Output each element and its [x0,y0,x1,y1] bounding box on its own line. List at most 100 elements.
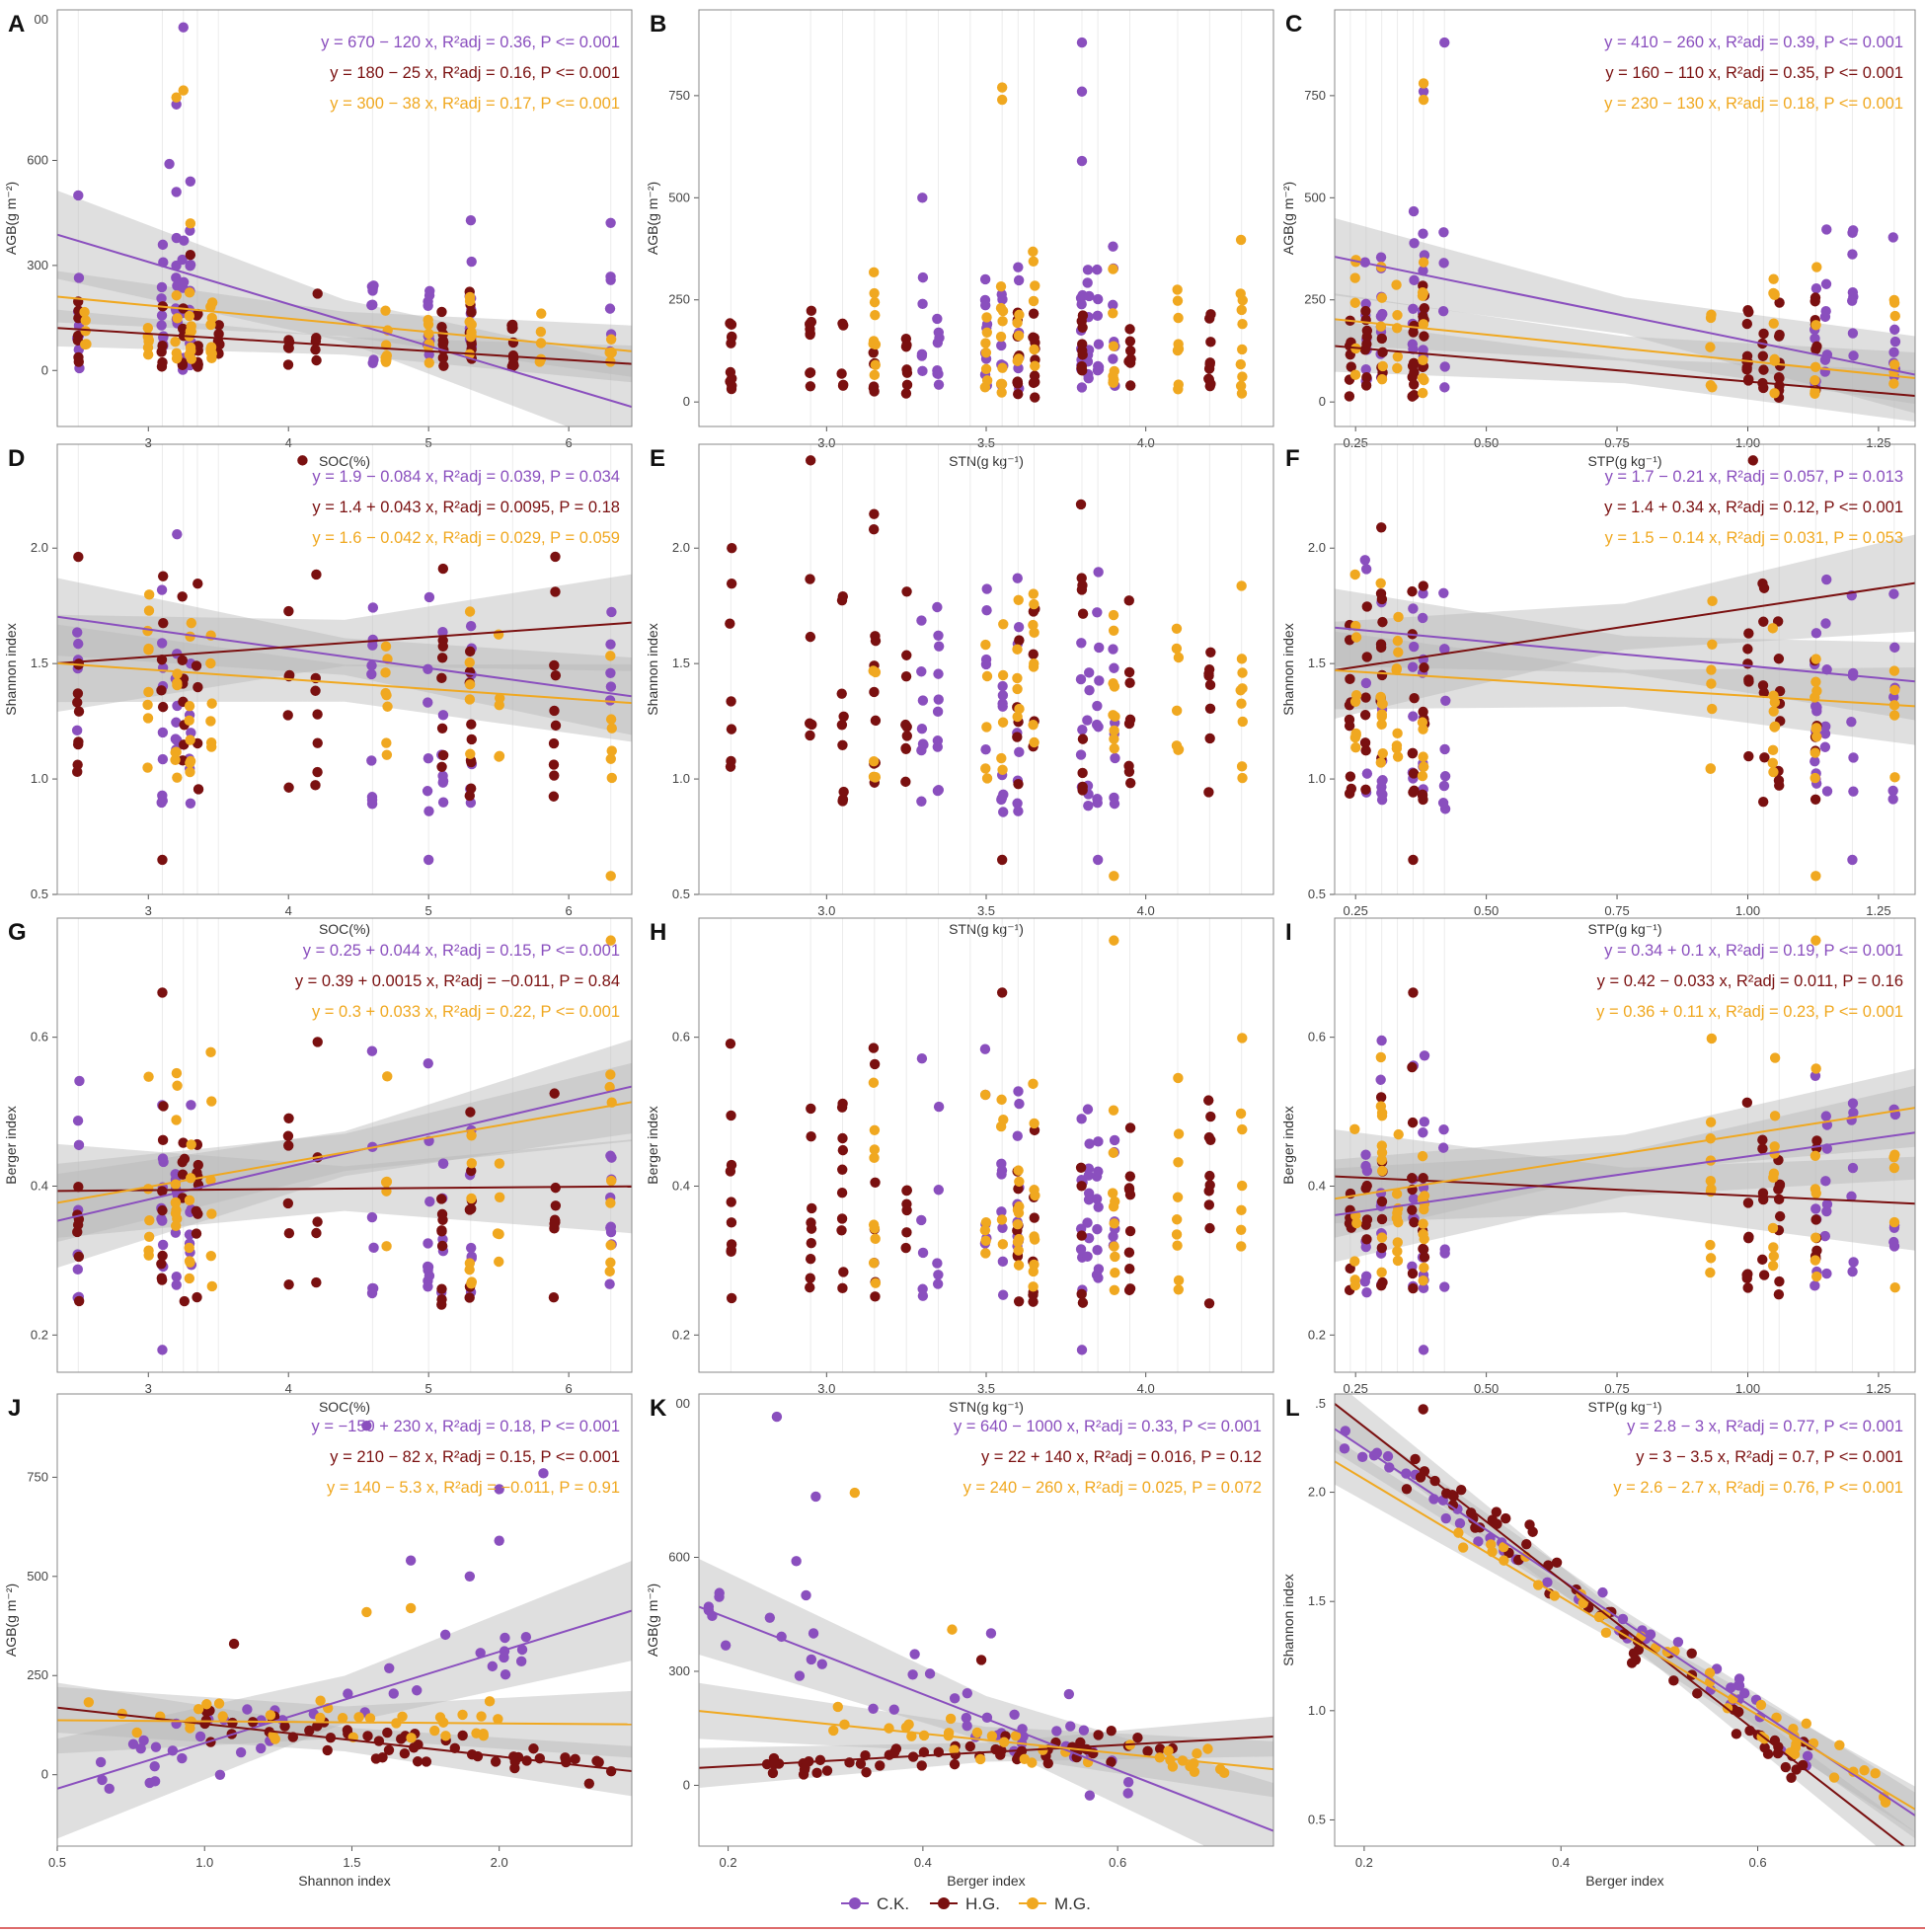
data-point [1235,1108,1247,1120]
data-point [80,315,91,326]
data-point [228,1638,240,1650]
panel-border [1334,443,1916,895]
data-point [1418,706,1428,718]
data-point [805,328,815,339]
data-point [1012,355,1023,366]
data-point [312,1037,323,1047]
data-point [381,689,392,701]
data-point [916,348,928,359]
data-point [861,1767,872,1778]
data-point [164,158,175,170]
data-point [1076,1181,1087,1192]
data-point [980,363,992,375]
data-point [1093,1730,1104,1740]
data-point [1077,365,1088,376]
fit-line-ck [1335,1131,1915,1216]
data-point [436,1283,447,1294]
data-point [1028,1289,1039,1300]
y-axis-title: AGB(g m⁻²) [3,1584,19,1657]
data-point [549,770,560,781]
data-point [1791,1739,1802,1749]
fit-line-ck [57,1609,632,1790]
data-point [421,1756,432,1767]
data-point [71,725,83,736]
data-point [1076,86,1088,97]
data-point [1237,344,1248,355]
data-point [726,319,737,331]
data-point [171,1279,182,1290]
data-point [157,341,168,351]
data-point [1077,781,1088,793]
y-tick-label: 1.0 [1308,1703,1326,1718]
data-point [1203,1199,1215,1210]
data-point [605,753,616,764]
data-point [405,1555,417,1566]
data-point [1705,342,1716,352]
data-point [1810,723,1822,734]
data-point [464,1571,476,1583]
data-point [814,1754,826,1766]
data-point [605,935,616,946]
y-tick-label: 500 [1304,190,1326,204]
data-point [366,1287,378,1299]
data-point [1377,308,1388,320]
data-point [1392,310,1403,321]
data-point [1375,1074,1386,1085]
data-point [1013,389,1024,400]
equation-hg: y = 3 − 3.5 x, R²adj = 0.7, P <= 0.001 [1636,1448,1903,1466]
data-point [437,749,449,761]
data-point [917,271,929,283]
y-axis-title: Berger index [645,1106,660,1184]
panel-letter: C [1285,11,1302,38]
x-tick-label: 5 [425,1381,432,1396]
data-point [1407,1061,1418,1073]
data-point [1109,1134,1120,1146]
data-point [933,327,944,338]
data-point [1123,766,1135,777]
data-point [1408,1194,1420,1204]
data-point [1344,721,1355,732]
data-point [916,744,927,756]
y-tick-label: 0.5 [1308,887,1326,901]
data-point [1848,1257,1859,1268]
data-point [1454,1517,1466,1529]
y-tick-label-top: .5 [1315,1396,1326,1411]
data-point [500,1668,511,1680]
fit-line-ck [1335,626,1915,683]
fit-line-mg [57,1719,632,1726]
data-point [1094,675,1105,686]
panel-border [698,1393,1274,1847]
data-point [311,333,322,344]
data-point [282,710,293,721]
data-point [1418,228,1428,239]
data-point [172,1080,183,1091]
data-point [1376,719,1387,731]
data-point [1109,935,1119,946]
data-point [1407,1173,1418,1184]
data-point [1236,1204,1247,1216]
data-point [1084,1790,1096,1801]
data-point [1810,756,1820,767]
panel-letter: A [8,11,25,38]
data-point [1349,272,1360,283]
data-point [839,1719,850,1731]
data-point [1393,1216,1404,1228]
data-point [932,735,944,746]
data-point [464,790,475,802]
data-point [1235,358,1247,370]
data-point [606,772,617,784]
data-point [1439,771,1451,782]
data-point [997,294,1008,305]
data-point [805,455,816,466]
data-point [315,1712,326,1724]
data-point [550,669,562,681]
data-point [423,663,433,675]
data-point [1203,1298,1215,1309]
data-point [283,1228,295,1239]
data-point [424,591,435,603]
equation-hg: y = 180 − 25 x, R²adj = 0.16, P <= 0.001 [330,64,620,82]
data-point [1492,1518,1502,1529]
legend-swatch-mg-dot [1027,1897,1039,1909]
data-point [916,796,927,807]
